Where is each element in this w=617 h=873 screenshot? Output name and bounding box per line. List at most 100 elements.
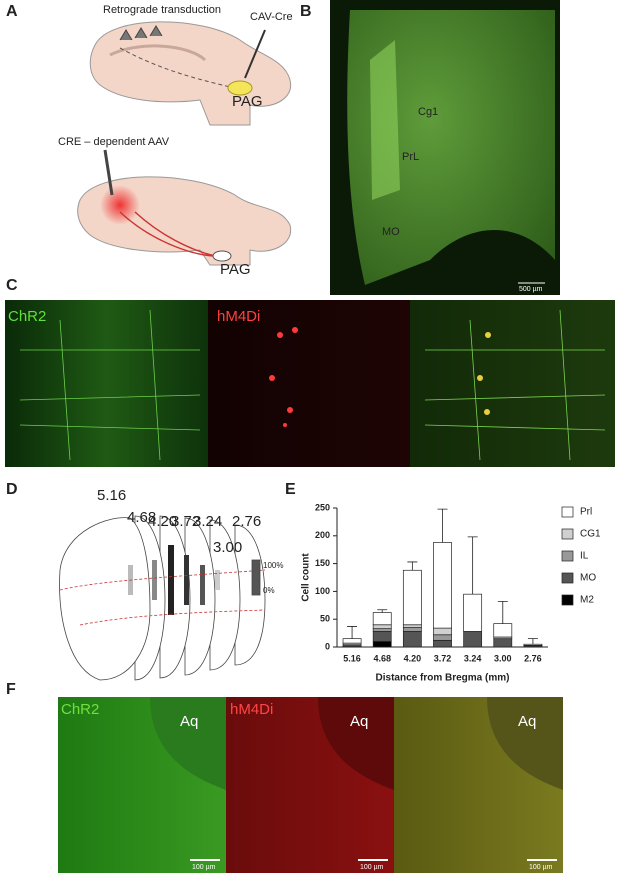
panel-label: D	[6, 481, 18, 498]
x-tick-label: 3.24	[464, 653, 482, 663]
error-bar	[437, 508, 448, 543]
aqueduct	[318, 697, 394, 790]
bar-segment	[463, 631, 483, 648]
aqueduct	[150, 697, 226, 790]
region-label: Aq	[518, 713, 536, 730]
bar-segment	[433, 627, 452, 636]
pag-injection	[227, 80, 253, 96]
legend-swatch	[561, 594, 574, 606]
error-bar	[377, 609, 388, 613]
bar-segment	[372, 628, 392, 632]
tissue	[347, 10, 555, 285]
label: PAG	[220, 261, 251, 278]
region-label: MO	[382, 226, 400, 238]
x-tick-label: 3.00	[494, 653, 512, 663]
channel-label: ChR2	[8, 308, 46, 325]
micrograph	[208, 300, 410, 467]
label: CAV-Cre	[250, 11, 293, 23]
panel-label: F	[6, 681, 16, 698]
panel-e-chart: 0 50 100 150 200 250 Cell count Distance from B…	[301, 502, 601, 683]
bar-segment	[493, 623, 513, 638]
scale-label: 100 µm	[360, 864, 384, 871]
channel-label: ChR2	[61, 701, 99, 718]
label: CRE – dependent AAV	[58, 136, 170, 148]
legend-swatch	[561, 550, 574, 562]
region-label: Aq	[350, 713, 368, 730]
bar-segment	[433, 639, 452, 648]
projection	[119, 211, 216, 257]
bar-segment	[402, 624, 422, 628]
legend-swatch	[561, 528, 574, 540]
region-label: Aq	[180, 713, 198, 730]
channel-label: hM4Di	[217, 308, 260, 325]
slice-label: 3.24	[193, 513, 222, 530]
cells	[477, 332, 491, 415]
bar-segment	[372, 641, 392, 648]
region-label: Cg1	[418, 106, 438, 118]
bar-segment	[402, 627, 422, 632]
bar-segment	[372, 612, 392, 626]
x-axis-label: Distance from Bregma (mm)	[376, 673, 510, 684]
bar-segment	[372, 631, 392, 642]
brain-fold	[109, 44, 207, 62]
bar-segment	[433, 634, 452, 641]
slice-label: 3.72	[171, 513, 200, 530]
panel-d	[59, 515, 266, 681]
projection	[119, 47, 236, 89]
slice-label: 5.16	[97, 487, 126, 504]
colorbar	[251, 559, 261, 596]
y-axis-label: Cell count	[301, 553, 312, 602]
y-tick-label: 150	[315, 558, 330, 568]
scale-label: 100 µm	[192, 864, 216, 871]
panel-label: C	[6, 277, 18, 294]
region-label: PrL	[402, 151, 419, 163]
pag-target	[212, 250, 232, 262]
error-bar	[347, 626, 358, 639]
legend-label: M2	[580, 595, 594, 606]
x-tick-label: 4.20	[404, 653, 422, 663]
syringe	[103, 149, 114, 196]
injection-glow	[100, 185, 140, 225]
slice-label: 3.00	[213, 539, 242, 556]
panel-b: Cg1 PrL MO 500 µm	[330, 0, 560, 295]
bar-segment	[523, 643, 543, 646]
legend-label: IL	[580, 551, 589, 562]
slice-label: 4.68	[127, 509, 156, 526]
x-tick-label: 4.68	[373, 653, 391, 663]
region-border	[59, 569, 266, 626]
panel-f: ChR2 hM4Di Aq Aq Aq 100 µm 100 µm 100 µm	[58, 697, 563, 873]
y-tick-label: 200	[315, 530, 330, 540]
panel-label: A	[6, 3, 18, 20]
neurites	[424, 309, 606, 461]
y-tick-label: 0	[325, 641, 330, 651]
aqueduct	[487, 697, 563, 790]
bar-segment	[372, 624, 392, 630]
label: Retrograde transduction	[103, 4, 221, 16]
bar-segment	[402, 569, 422, 626]
panel-label: B	[300, 3, 312, 20]
x-tick-label: 3.72	[434, 653, 452, 663]
scale-label: 500 µm	[519, 286, 543, 293]
panel-a: Retrograde transduction CAV-Cre PAG CRE …	[58, 4, 293, 278]
syringe	[244, 29, 266, 79]
error-bar	[497, 601, 508, 624]
bar-segment	[342, 638, 362, 644]
bar-segment	[433, 542, 452, 629]
error-bar	[527, 638, 538, 645]
cells	[269, 327, 298, 427]
legend-swatch	[561, 572, 574, 584]
bar-segment	[493, 638, 513, 648]
slice	[59, 517, 151, 681]
colorbar-label: 0%	[263, 586, 275, 595]
neurites	[19, 309, 201, 461]
panel-c: ChR2 hM4Di	[5, 300, 615, 467]
micrograph	[410, 300, 615, 467]
channel-label: hM4Di	[230, 701, 273, 718]
scale-label: 100 µm	[529, 864, 553, 871]
x-tick-label: 5.16	[343, 653, 361, 663]
panel-d-text: 5.16 4.68 4.20 3.72 3.24 3.00 2.76 100% …	[97, 487, 283, 595]
legend-swatch	[561, 506, 574, 518]
micrograph	[5, 300, 208, 467]
